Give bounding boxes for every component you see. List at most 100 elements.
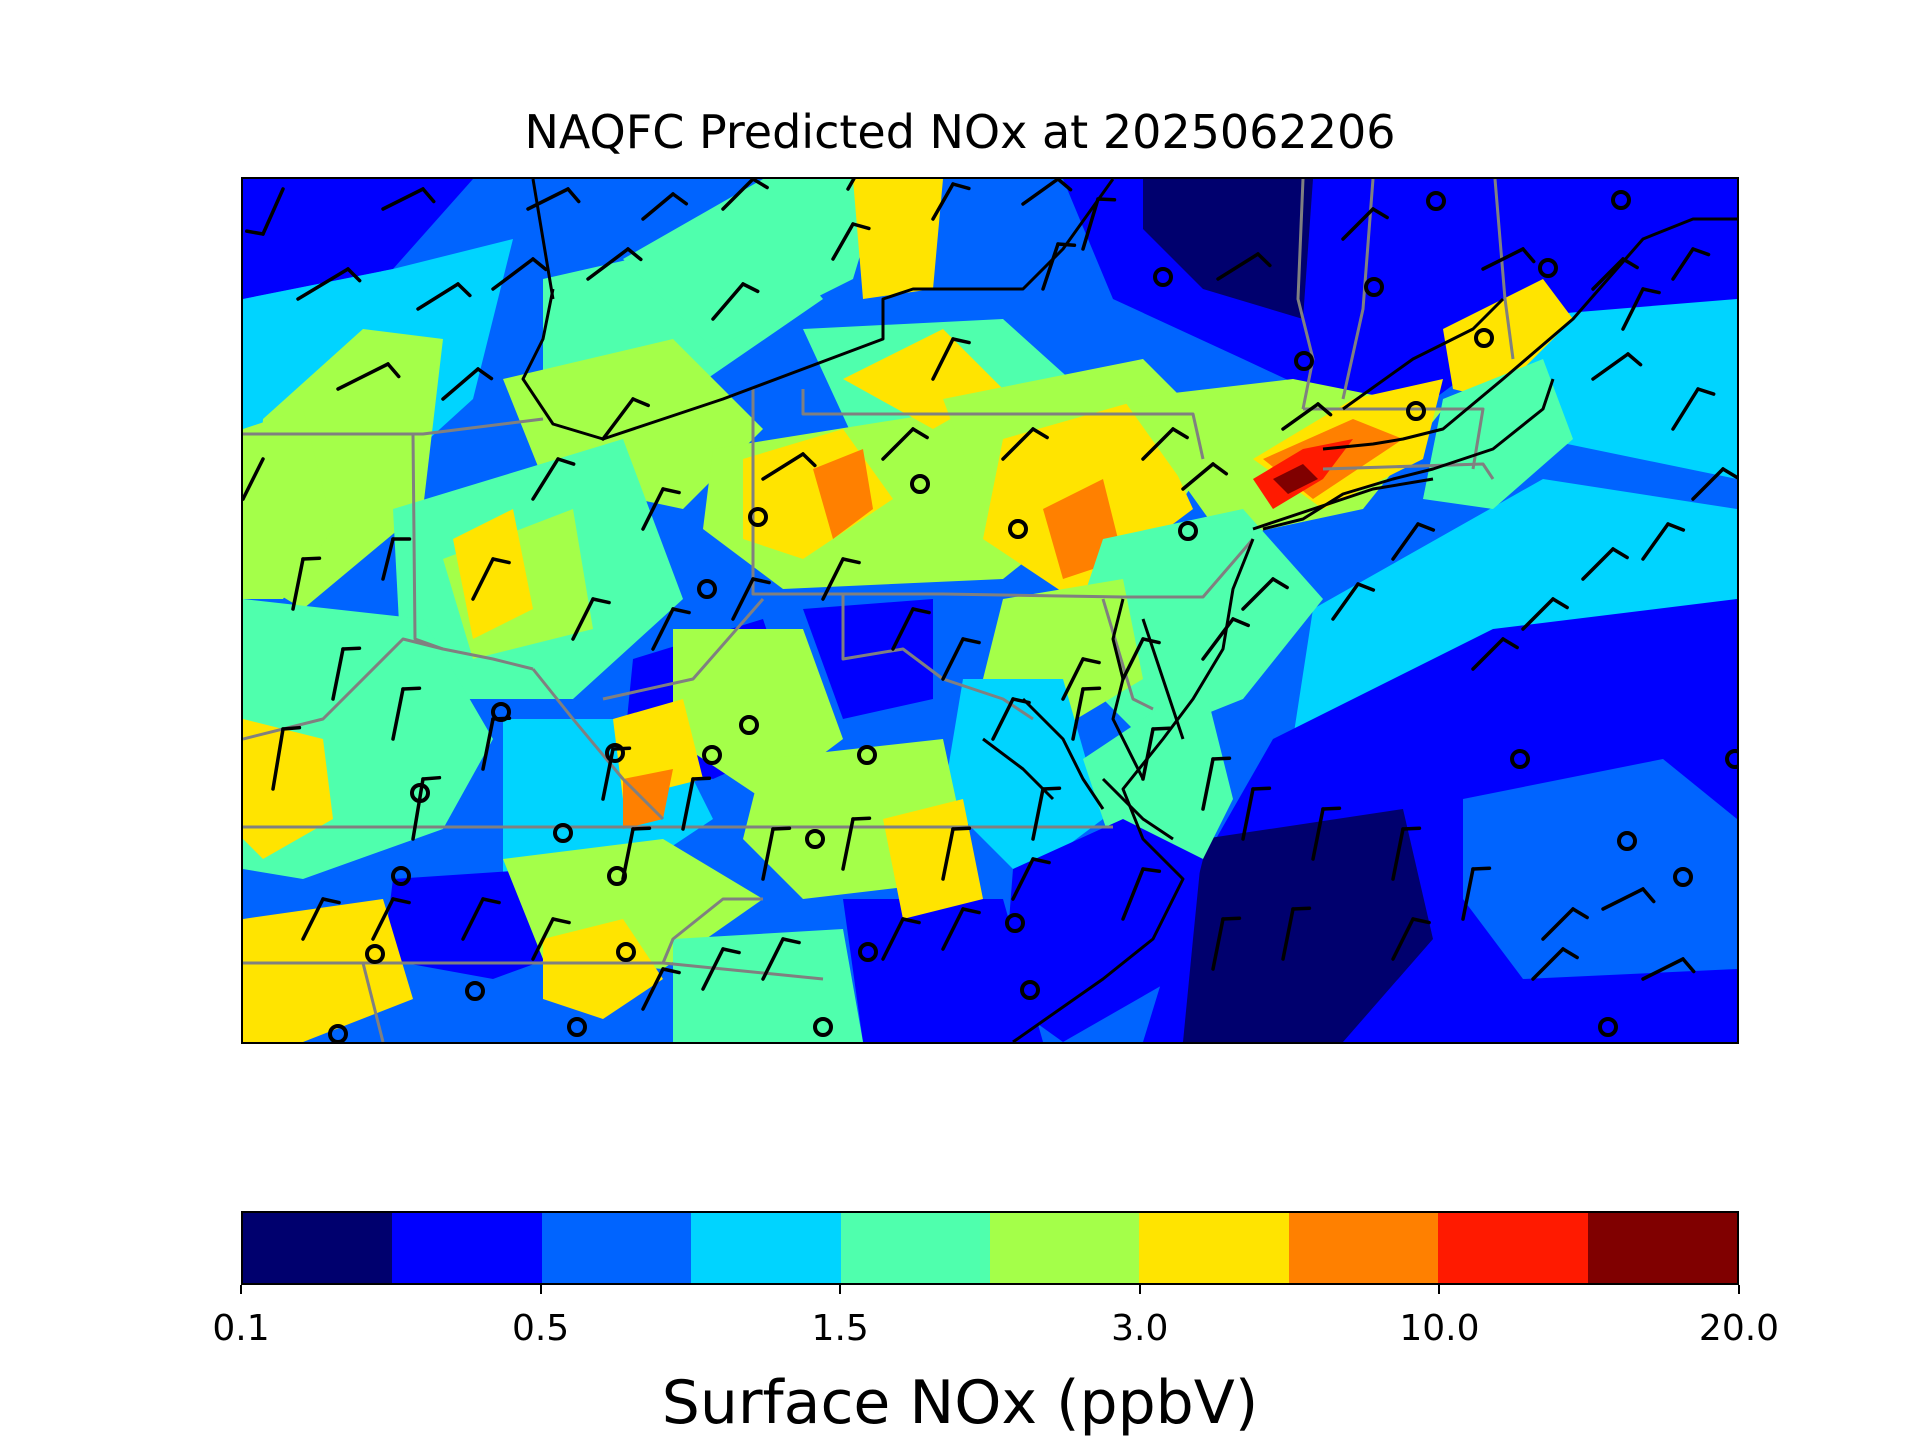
wind-barb-staff <box>1011 857 1035 901</box>
wind-barb-flag <box>456 282 472 298</box>
wind-barb-flag <box>1316 402 1333 417</box>
calm-wind-marker <box>1426 191 1446 211</box>
wind-barb <box>531 917 571 961</box>
wind-barb <box>1001 427 1049 461</box>
wind-barb-flag <box>591 597 611 605</box>
wind-barb-flag <box>1096 197 1117 202</box>
calm-wind-marker <box>1617 831 1637 851</box>
wind-barb-flag <box>951 182 971 191</box>
colorbar-tick <box>240 1285 242 1294</box>
wind-barb <box>1461 866 1492 921</box>
wind-barb-flag <box>566 187 581 204</box>
wind-barb-flag <box>1551 597 1569 610</box>
wind-barb-flag <box>551 917 571 925</box>
wind-barb <box>641 487 681 531</box>
calm-wind-marker <box>702 745 722 765</box>
nox-patch <box>453 509 533 639</box>
wind-barb-staff <box>681 777 695 831</box>
wind-barb-flag <box>556 457 576 466</box>
wind-barb-staff <box>261 187 285 236</box>
calm-wind-marker <box>805 829 825 849</box>
wind-barb-flag <box>1081 686 1102 691</box>
wind-barb <box>245 187 285 236</box>
wind-barb <box>621 826 652 881</box>
wind-barb <box>881 917 921 961</box>
wind-barb <box>1391 522 1436 561</box>
wind-barb-flag <box>1641 287 1661 295</box>
wind-barb-flag <box>1171 427 1189 440</box>
coastline <box>1342 297 1505 411</box>
wind-barb-flag <box>386 362 401 379</box>
wind-barb <box>291 556 322 611</box>
wind-barb-staff <box>1041 242 1060 291</box>
wind-barb <box>1331 582 1376 621</box>
wind-barb-flag <box>1356 582 1376 592</box>
wind-barb-flag <box>481 897 501 905</box>
wind-barb-staff <box>371 897 395 941</box>
wind-barb-staff <box>441 367 480 401</box>
wind-barb-flag <box>301 556 322 561</box>
wind-barb <box>416 282 472 311</box>
wind-barb-flag <box>751 179 769 190</box>
wind-barb-staff <box>1201 617 1235 661</box>
wind-barb-flag <box>341 646 362 651</box>
wind-barb-staff <box>1001 427 1035 461</box>
wind-barb <box>1241 577 1289 611</box>
wind-barb-flag <box>1151 726 1172 731</box>
wind-barb <box>1216 252 1272 281</box>
wind-barb-staff <box>891 607 915 651</box>
nox-patch <box>1003 819 1203 1042</box>
coastline <box>1021 697 1105 810</box>
wind-barb <box>1641 522 1686 561</box>
wind-barb <box>491 257 548 291</box>
calm-wind-marker <box>553 823 573 843</box>
wind-barb-staff <box>701 947 725 991</box>
wind-barb <box>891 607 931 651</box>
colorbar-tick <box>1438 1285 1441 1294</box>
wind-barb-staff <box>821 557 845 601</box>
wind-barb-staff <box>1691 467 1725 501</box>
calm-wind-marker <box>1153 267 1173 287</box>
calm-wind-marker <box>616 942 636 962</box>
map-panel <box>241 177 1739 1044</box>
wind-barb <box>731 577 771 621</box>
wind-barb <box>941 637 981 681</box>
wind-barb <box>1391 826 1422 881</box>
calm-wind-markers <box>328 190 1737 1042</box>
wind-barb-staff <box>1581 547 1615 581</box>
wind-barb-staff <box>831 222 855 261</box>
wind-barb-flag <box>531 257 548 272</box>
wind-barb-flag <box>671 607 691 615</box>
wind-barb <box>301 897 341 941</box>
wind-barb-staff <box>586 247 630 281</box>
wind-barb <box>531 457 576 501</box>
wind-barb-flag <box>961 637 981 645</box>
wind-barb <box>1471 637 1519 671</box>
wind-barb-flag <box>661 487 681 495</box>
wind-barb-staff <box>531 457 560 501</box>
state-boundary <box>751 389 1255 599</box>
nox-patch <box>243 179 473 299</box>
wind-barb <box>1201 756 1232 811</box>
wind-barb <box>271 725 302 791</box>
wind-barb <box>481 716 512 771</box>
nox-patch <box>1183 809 1433 1042</box>
wind-barb-flag <box>1681 957 1696 974</box>
wind-barb-flag <box>1251 786 1272 791</box>
wind-barb <box>411 775 442 841</box>
wind-barb <box>391 686 422 741</box>
calm-wind-marker <box>1294 351 1314 371</box>
wind-barb-staff <box>761 937 785 981</box>
colorbar-tick <box>1738 1285 1740 1294</box>
wind-barb-staff <box>1081 197 1100 251</box>
wind-barb-staff <box>601 747 615 801</box>
wind-barb-staff <box>1061 657 1085 701</box>
state-boundary <box>1296 179 1315 410</box>
wind-barb <box>941 907 981 951</box>
wind-barb-staff <box>336 362 390 391</box>
calm-wind-marker <box>858 942 878 962</box>
wind-barb-flag <box>1521 247 1536 264</box>
wind-barb <box>941 826 972 881</box>
wind-barb-staff <box>1591 352 1630 381</box>
wind-barb-flag <box>1691 247 1711 257</box>
